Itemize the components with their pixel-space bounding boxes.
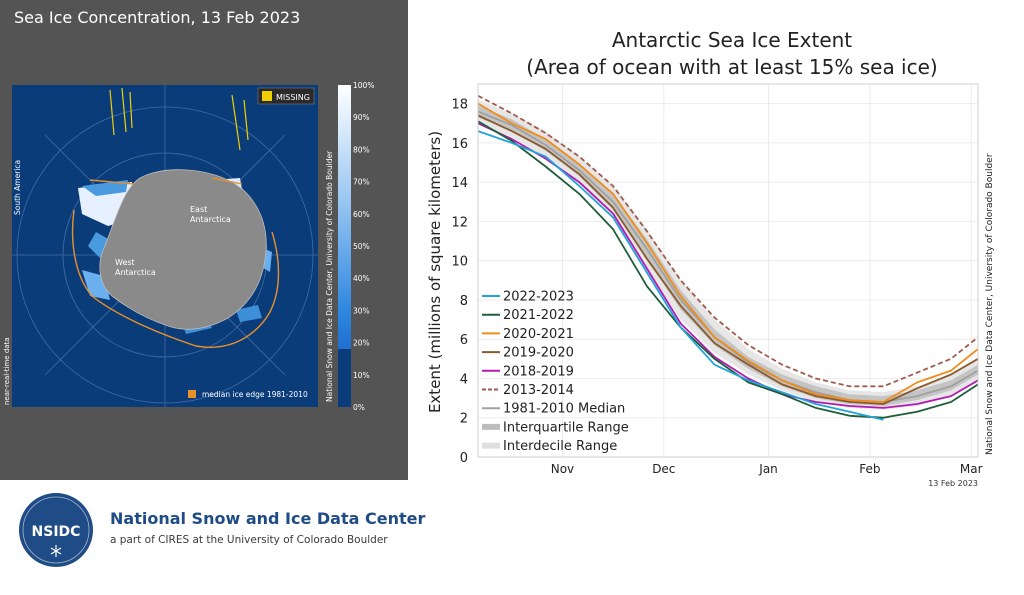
colorbar-tick-label: 50% <box>353 242 370 251</box>
colorbar-tick-label: 20% <box>353 339 370 348</box>
median-ice-edge <box>71 177 280 348</box>
colorbar-tick-label: 70% <box>353 178 370 187</box>
y-tick-label: 2 <box>460 412 468 427</box>
colorbar-tick-label: 60% <box>353 210 370 219</box>
x-tick-label: Mar <box>960 462 983 476</box>
y-tick-label: 8 <box>460 294 468 309</box>
legend-label: 2021-2022 <box>503 308 574 323</box>
logo-circle <box>19 493 93 567</box>
region-label-east-antarctica: East Antarctica <box>190 205 231 224</box>
y-tick-label: 14 <box>451 176 468 191</box>
colorbar-tick-label: 10% <box>353 371 370 380</box>
chart-legend: 2022-2023 2021-2022 2020-2021 2019-2020 2018… <box>482 290 629 454</box>
snowflake-icon <box>50 545 62 557</box>
series-line-2020-2021 <box>477 102 979 403</box>
legend-label: 2018-2019 <box>503 364 574 379</box>
date-note: 13 Feb 2023 <box>928 479 978 488</box>
x-tick-label: Dec <box>652 462 675 476</box>
colorbar-tick-label: 30% <box>353 306 370 315</box>
missing-data-streaks <box>109 87 249 151</box>
plot-axes: 0 2 4 6 8 10 12 14 16 18 Nov Dec Jan Feb Mar <box>451 83 983 476</box>
nsidc-logo: NSIDC <box>19 493 93 567</box>
legend-label: Interdecile Range <box>503 439 617 454</box>
colorbar-tick-label: 100% <box>353 81 374 90</box>
chart-title: Antarctic Sea Ice Extent <box>612 28 852 52</box>
y-tick-label: 0 <box>460 451 468 466</box>
colorbar-tick-label: 90% <box>353 113 370 122</box>
org-name: National Snow and Ice Data Center <box>110 509 426 528</box>
y-tick-label: 18 <box>451 98 468 113</box>
legend-label: 2013-2014 <box>503 383 574 398</box>
plot-frame <box>477 83 979 458</box>
colorbar-ticks: 100% 90% 80% 70% 60% 50% 40% 30% 20% 10% 0% <box>353 81 374 412</box>
median-edge-swatch <box>188 390 196 398</box>
chart-side-credit: National Snow and Ice Data Center, Unive… <box>985 153 995 455</box>
x-tick-label: Nov <box>551 462 574 476</box>
legend-label: 2020-2021 <box>503 327 574 342</box>
y-tick-label: 12 <box>451 215 468 230</box>
region-label-south-america: South America <box>13 160 22 215</box>
logo-text: NSIDC <box>32 524 81 540</box>
map-side-credit: National Snow and Ice Data Center, Unive… <box>325 150 334 402</box>
sea-ice-map: MISSING South America East Antarctica Wes… <box>3 81 374 412</box>
series-lines <box>477 95 979 421</box>
series-line-2019-2020 <box>477 114 979 405</box>
near-real-time-label: near-real-time data <box>3 337 11 405</box>
series-line-2013-2014 <box>477 95 979 388</box>
series-line-2021-2022 <box>477 120 979 419</box>
antarctica-land <box>99 169 267 330</box>
y-tick-label: 6 <box>460 333 468 348</box>
sea-ice-map-panel: MISSING South America East Antarctica Wes… <box>0 0 408 480</box>
colorbar-tick-label: 40% <box>353 274 370 283</box>
missing-label: MISSING <box>276 93 310 102</box>
x-tick-label: Feb <box>859 462 880 476</box>
map-title: Sea Ice Concentration, 13 Feb 2023 <box>14 8 301 27</box>
x-tick-label: Jan <box>758 462 778 476</box>
concentration-colorbar <box>338 85 351 407</box>
colorbar-tick-label: 80% <box>353 145 370 154</box>
legend-label: 2022-2023 <box>503 290 574 305</box>
colorbar-tick-label: 0% <box>353 403 365 412</box>
series-line-2022-2023 <box>477 130 884 421</box>
legend-label: 1981-2010 Median <box>503 402 625 417</box>
sea-ice-extent-chart: Antarctic Sea Ice Extent (Area of ocean … <box>426 28 995 488</box>
org-subtitle: a part of CIRES at the University of Col… <box>110 534 388 546</box>
legend-label: 2019-2020 <box>503 346 574 361</box>
legend-label: Interquartile Range <box>503 420 629 435</box>
y-tick-label: 10 <box>451 255 468 270</box>
region-label-west-antarctica: West Antarctica <box>115 258 156 277</box>
y-tick-label: 4 <box>460 372 468 387</box>
y-axis-label: Extent (millions of square kilometers) <box>426 131 444 413</box>
missing-swatch <box>262 91 272 101</box>
median-edge-legend-label: median ice edge 1981-2010 <box>202 390 308 399</box>
chart-subtitle: (Area of ocean with at least 15% sea ice… <box>526 55 937 79</box>
y-tick-label: 16 <box>451 137 468 152</box>
